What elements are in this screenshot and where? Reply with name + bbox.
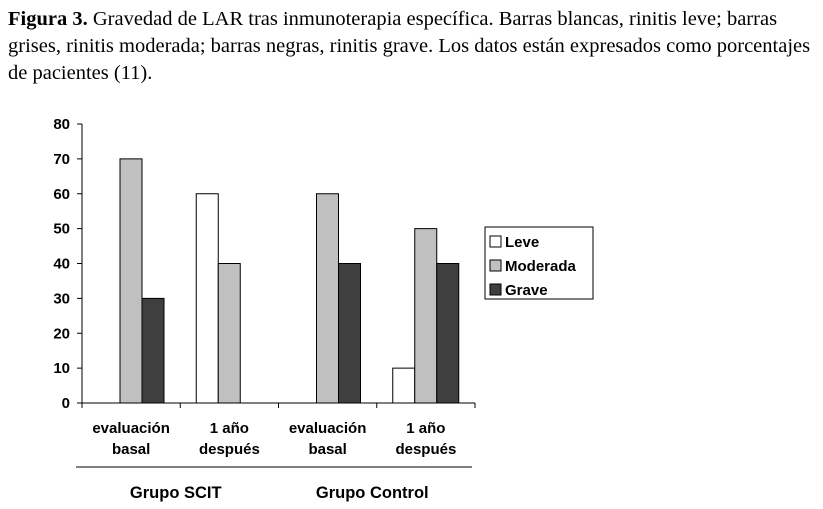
y-tick-label: 80	[53, 116, 70, 133]
bar-grave	[436, 263, 460, 404]
bar-leve	[195, 193, 219, 404]
x-category-label: 1 año	[210, 420, 249, 437]
y-tick-label: 70	[53, 151, 70, 168]
y-tick-label: 50	[53, 221, 70, 238]
legend-label: Grave	[505, 282, 548, 299]
figure-caption: Figura 3. Gravedad de LAR tras inmunoter…	[8, 6, 818, 87]
bar-moderada	[119, 158, 143, 404]
y-tick-label: 0	[62, 395, 70, 412]
bar-moderada	[217, 263, 241, 404]
bar-leve	[392, 367, 416, 404]
x-category-label: evaluación	[289, 420, 367, 437]
y-tick-label: 10	[53, 360, 70, 377]
legend-label: Leve	[505, 234, 539, 251]
y-tick-label: 20	[53, 325, 70, 342]
x-category-label: evaluación	[92, 420, 170, 437]
caption-text: Gravedad de LAR tras inmunoterapia espec…	[8, 8, 811, 84]
group-label: Grupo Control	[316, 484, 429, 502]
y-tick-label: 30	[53, 290, 70, 307]
caption-label: Figura 3.	[8, 8, 88, 30]
legend-box	[484, 226, 594, 300]
y-tick-label: 40	[53, 256, 70, 273]
group-label: Grupo SCIT	[130, 484, 222, 502]
legend-swatch	[489, 235, 502, 248]
x-category-label: basal	[112, 441, 150, 458]
legend-swatch	[489, 259, 502, 272]
x-category-label: después	[395, 441, 456, 458]
x-category-label: basal	[308, 441, 346, 458]
x-category-label: 1 año	[406, 420, 445, 437]
bar-moderada	[414, 228, 438, 404]
legend-label: Moderada	[505, 258, 577, 275]
bar-grave	[338, 263, 361, 404]
x-category-label: después	[199, 441, 260, 458]
y-tick-label: 60	[53, 186, 70, 203]
bar-moderada	[316, 193, 339, 404]
bar-grave	[141, 297, 165, 404]
legend-swatch	[489, 283, 502, 296]
